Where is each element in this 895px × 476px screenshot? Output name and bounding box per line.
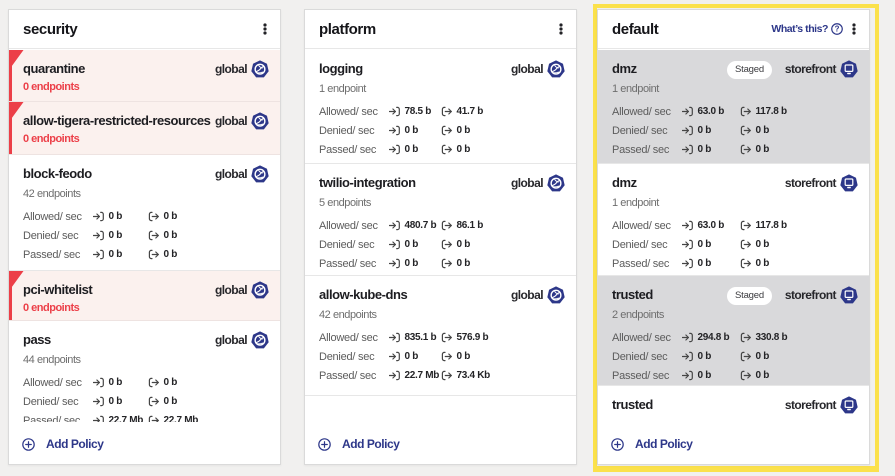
svg-text:?: ?: [835, 25, 840, 34]
